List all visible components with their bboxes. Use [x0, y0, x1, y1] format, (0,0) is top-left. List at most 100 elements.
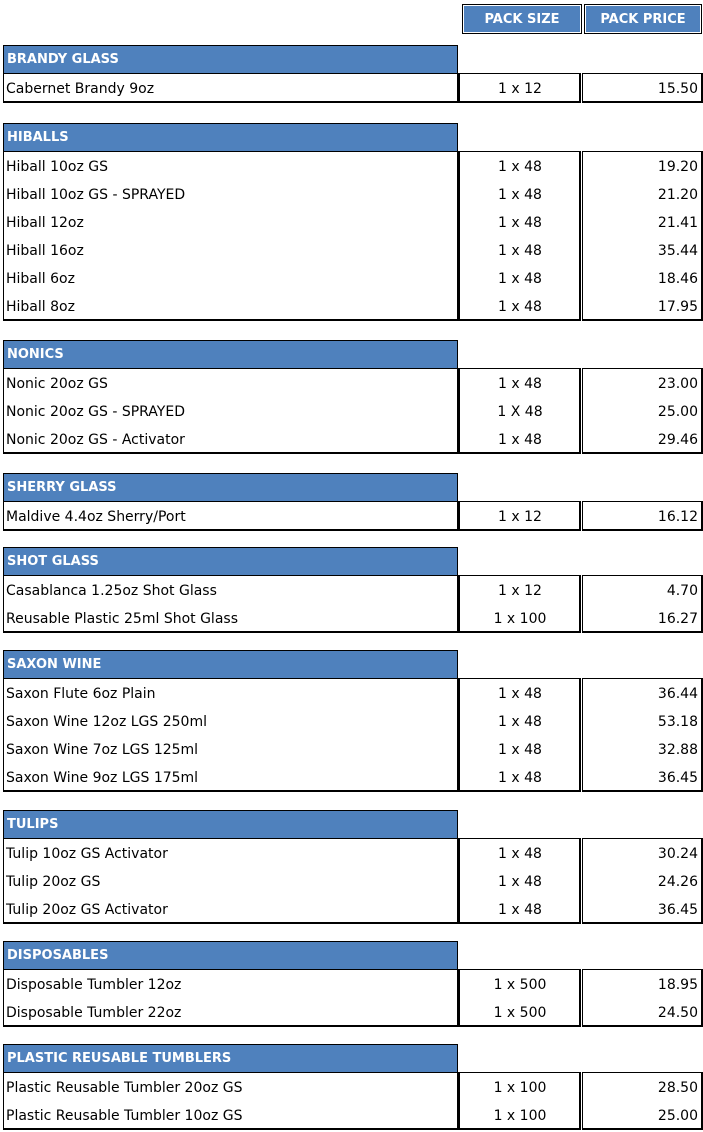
pack-size: 1 x 48 — [498, 902, 542, 918]
section: BRANDY GLASS Cabernet Brandy 9oz 1 x 12 15.… — [0, 45, 703, 104]
product-name: Saxon Wine 12oz LGS 250ml — [6, 714, 207, 730]
size-column-box — [459, 678, 581, 792]
pack-size: 1 X 48 — [497, 404, 543, 420]
table-row: Maldive 4.4oz Sherry/Port 1 x 12 16.12 — [0, 503, 703, 531]
table-row: Saxon Wine 9oz LGS 175ml 1 x 48 36.45 — [0, 764, 703, 792]
table-row: Disposable Tumbler 12oz 1 x 500 18.95 — [0, 971, 703, 999]
pack-size: 1 x 12 — [498, 81, 542, 97]
pack-size: 1 x 48 — [498, 432, 542, 448]
pack-price: 15.50 — [657, 81, 698, 97]
pack-size: 1 x 48 — [498, 215, 542, 231]
section-title: SHERRY GLASS — [3, 473, 458, 502]
pack-price: 29.46 — [657, 432, 698, 448]
price-column-box — [582, 575, 703, 633]
pack-size: 1 x 500 — [493, 977, 547, 993]
name-column-box — [3, 678, 459, 792]
table-row: Hiball 8oz 1 x 48 17.95 — [0, 293, 703, 321]
pack-size: 1 x 48 — [498, 243, 542, 259]
table-row: Saxon Flute 6oz Plain 1 x 48 36.44 — [0, 680, 703, 708]
section: DISPOSABLES Disposable Tumbler 12oz 1 x 50… — [0, 941, 703, 1028]
table-row: Hiball 10oz GS - SPRAYED 1 x 48 21.20 — [0, 181, 703, 209]
table-row: Cabernet Brandy 9oz 1 x 12 15.50 — [0, 75, 703, 103]
pack-size: 1 x 12 — [498, 509, 542, 525]
pack-price: 21.20 — [657, 187, 698, 203]
pack-size: 1 x 100 — [493, 1108, 547, 1124]
table-row: Saxon Wine 12oz LGS 250ml 1 x 48 53.18 — [0, 708, 703, 736]
price-column-box — [582, 969, 703, 1027]
product-name: Nonic 20oz GS — [6, 376, 108, 392]
section: HIBALLS Hiball 10oz GS 1 x 48 19.20 Hiball 1… — [0, 123, 703, 322]
product-name: Cabernet Brandy 9oz — [6, 81, 155, 97]
table-row: Saxon Wine 7oz LGS 125ml 1 x 48 32.88 — [0, 736, 703, 764]
table-row: Reusable Plastic 25ml Shot Glass 1 x 100 1… — [0, 605, 703, 633]
product-name: Plastic Reusable Tumbler 20oz GS — [6, 1080, 243, 1096]
name-column-box — [3, 969, 459, 1027]
product-name: Hiball 6oz — [6, 271, 75, 287]
product-name: Maldive 4.4oz Sherry/Port — [6, 509, 186, 525]
section-title: SHOT GLASS — [3, 547, 458, 576]
section: PLASTIC REUSABLE TUMBLERS Plastic Reusabl… — [0, 1044, 703, 1131]
table-row: Tulip 20oz GS Activator 1 x 48 36.45 — [0, 896, 703, 924]
table-row: Plastic Reusable Tumbler 20oz GS 1 x 100 2… — [0, 1074, 703, 1102]
size-column-box — [459, 73, 581, 103]
table-row: Tulip 20oz GS 1 x 48 24.26 — [0, 868, 703, 896]
pack-price: 35.44 — [657, 243, 698, 259]
product-name: Reusable Plastic 25ml Shot Glass — [6, 611, 238, 627]
pack-price: 24.50 — [657, 1005, 698, 1021]
product-name: Disposable Tumbler 12oz — [6, 977, 182, 993]
pack-size: 1 x 48 — [498, 187, 542, 203]
section: SHERRY GLASS Maldive 4.4oz Sherry/Port 1 x… — [0, 473, 703, 532]
product-name: Hiball 10oz GS - SPRAYED — [6, 187, 186, 203]
name-column-box — [3, 501, 459, 531]
pack-size: 1 x 48 — [498, 686, 542, 702]
product-name: Plastic Reusable Tumbler 10oz GS — [6, 1108, 243, 1124]
pack-size: 1 x 500 — [493, 1005, 547, 1021]
name-column-box — [3, 1072, 459, 1130]
size-column-box — [459, 151, 581, 321]
product-name: Disposable Tumbler 22oz — [6, 1005, 182, 1021]
table-row: Hiball 6oz 1 x 48 18.46 — [0, 265, 703, 293]
section-title: BRANDY GLASS — [3, 45, 458, 74]
table-row: Hiball 16oz 1 x 48 35.44 — [0, 237, 703, 265]
pack-size: 1 x 48 — [498, 159, 542, 175]
table-row: Casablanca 1.25oz Shot Glass 1 x 12 4.70 — [0, 577, 703, 605]
pack-size-header: PACK SIZE — [462, 4, 582, 34]
pack-price: 4.70 — [666, 583, 698, 599]
pack-size: 1 x 48 — [498, 271, 542, 287]
size-column-box — [459, 969, 581, 1027]
pack-price: 32.88 — [657, 742, 698, 758]
size-column-box — [459, 838, 581, 924]
pack-size: 1 x 48 — [498, 742, 542, 758]
section: NONICS Nonic 20oz GS 1 x 48 23.00 Nonic 20oz… — [0, 340, 703, 455]
name-column-box — [3, 151, 459, 321]
pack-price: 18.95 — [657, 977, 698, 993]
table-row: Tulip 10oz GS Activator 1 x 48 30.24 — [0, 840, 703, 868]
table-row: Nonic 20oz GS - Activator 1 x 48 29.46 — [0, 426, 703, 454]
pack-price: 16.27 — [657, 611, 698, 627]
table-row: Nonic 20oz GS 1 x 48 23.00 — [0, 370, 703, 398]
product-name: Hiball 10oz GS — [6, 159, 109, 175]
pack-price: 53.18 — [657, 714, 698, 730]
product-name: Saxon Wine 7oz LGS 125ml — [6, 742, 199, 758]
price-column-box — [582, 501, 703, 531]
product-name: Tulip 20oz GS — [6, 874, 101, 890]
pack-size: 1 x 100 — [493, 1080, 547, 1096]
pack-size: 1 x 12 — [498, 583, 542, 599]
pack-price: 24.26 — [657, 874, 698, 890]
section-title: SAXON WINE — [3, 650, 458, 679]
pack-price: 17.95 — [657, 299, 698, 315]
pack-price: 36.44 — [657, 686, 698, 702]
product-name: Hiball 8oz — [6, 299, 75, 315]
price-column-box — [582, 73, 703, 103]
name-column-box — [3, 368, 459, 454]
pack-size: 1 x 48 — [498, 770, 542, 786]
product-name: Hiball 16oz — [6, 243, 84, 259]
section-title: NONICS — [3, 340, 458, 369]
section-title: DISPOSABLES — [3, 941, 458, 970]
product-name: Saxon Flute 6oz Plain — [6, 686, 156, 702]
section-title: HIBALLS — [3, 123, 458, 152]
pack-price: 19.20 — [657, 159, 698, 175]
pack-size: 1 x 48 — [498, 299, 542, 315]
pack-size: 1 x 48 — [498, 846, 542, 862]
product-name: Nonic 20oz GS - SPRAYED — [6, 404, 185, 420]
